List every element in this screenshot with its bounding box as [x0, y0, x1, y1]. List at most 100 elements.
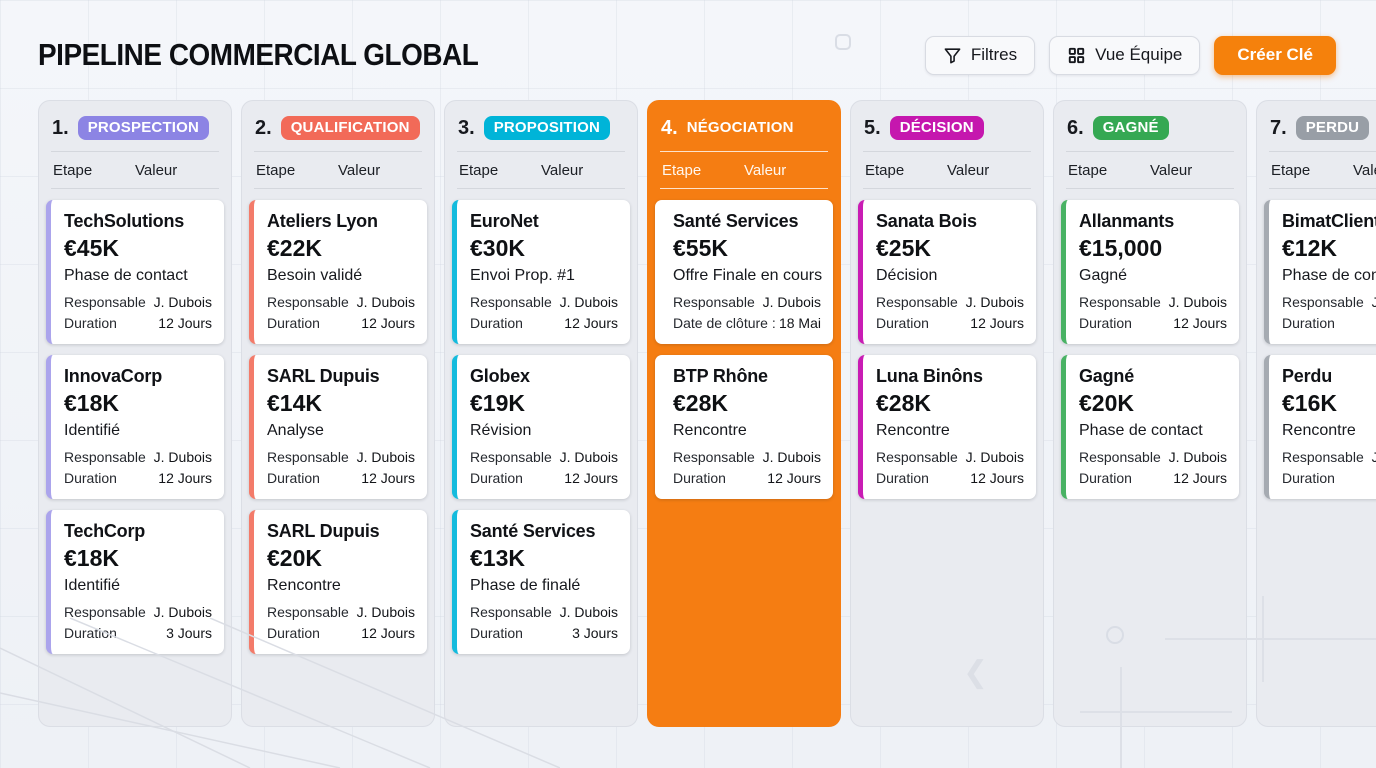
- meta-value: 12 Jours: [361, 625, 415, 641]
- column-divider: [660, 151, 828, 152]
- deal-card[interactable]: Santé Services €55K Offre Finale en cour…: [655, 200, 833, 344]
- deal-card[interactable]: SARL Dupuis €14K Analyse Responsable J. D…: [249, 355, 427, 499]
- deal-meta-row: Responsable J. Dubois: [470, 602, 618, 623]
- create-key-button[interactable]: Créer Clé: [1214, 35, 1336, 75]
- deal-value: €25K: [876, 235, 931, 261]
- team-view-button[interactable]: Vue Équipe: [1049, 35, 1201, 75]
- deal-card[interactable]: TechCorp €18K Identifié Responsable J. Du…: [46, 510, 224, 654]
- filters-button[interactable]: Filtres: [924, 35, 1036, 75]
- column-stage-badge: PERDU: [1295, 116, 1370, 140]
- deal-meta-row: Responsable J. Dubois: [673, 292, 821, 313]
- column-subheader-value: Valeur: [1150, 162, 1193, 179]
- meta-label: Duration: [1079, 470, 1132, 486]
- meta-label: Responsable: [267, 294, 349, 310]
- deal-value: €55K: [673, 235, 728, 261]
- deal-card[interactable]: InnovaCorp €18K Identifié Responsable J. …: [46, 355, 224, 499]
- deal-card[interactable]: EuroNet €30K Envoi Prop. #1 Responsable J…: [452, 200, 630, 344]
- meta-label: Duration: [1282, 315, 1335, 331]
- deal-name: Luna Binôns: [876, 366, 983, 386]
- deal-meta-row: Responsable J. Dubois: [1079, 447, 1227, 468]
- deal-card[interactable]: Gagné €20K Phase de contact Responsable J…: [1061, 355, 1239, 499]
- column-subheader: Etape Valeur: [1054, 152, 1246, 188]
- meta-value: 12 Jours: [970, 470, 1024, 486]
- deal-value: €19K: [470, 390, 525, 416]
- deal-card[interactable]: Sanata Bois €25K Décision Responsable J. …: [858, 200, 1036, 344]
- column-divider: [457, 188, 625, 189]
- deal-meta-row: Date de clôture :18 Mai: [673, 313, 821, 334]
- deal-stage: Analyse: [267, 422, 324, 439]
- deal-meta: Responsable J. Dubois Duration 12 Jours: [876, 292, 1024, 334]
- deal-meta-row: Duration 12 Jours: [876, 313, 1024, 334]
- deal-card[interactable]: BTP Rhône €28K Rencontre Responsable J. D…: [655, 355, 833, 499]
- deal-value: €28K: [876, 390, 931, 416]
- deal-meta-row: Duration 12 Jours: [673, 468, 821, 489]
- column-subheader-value: Valeur: [338, 162, 381, 179]
- meta-label: Responsable: [470, 294, 552, 310]
- meta-value: 12 Jours: [564, 315, 618, 331]
- deal-card[interactable]: Globex €19K Révision Responsable J. Duboi…: [452, 355, 630, 499]
- meta-label: Responsable: [267, 604, 349, 620]
- meta-label: Responsable: [876, 449, 958, 465]
- deal-stage: Offre Finale en cours: [673, 267, 823, 284]
- deal-meta: Responsable J. Dubois Date de clôture :18 …: [673, 292, 821, 334]
- deal-meta: Responsable J. Dubois Duration 12 Jours: [1079, 292, 1227, 334]
- column-stage-badge: DÉCISION: [889, 116, 984, 140]
- deal-meta: Responsable J. Dubois Duration 12 Jours: [876, 447, 1024, 489]
- meta-label: Duration: [1282, 470, 1335, 486]
- column-cards: Allanmants €15,000 Gagné Responsable J. D…: [1054, 189, 1246, 510]
- deal-meta: Responsable J. Dubois Duration 3 Jours: [470, 602, 618, 644]
- meta-label: Responsable: [470, 449, 552, 465]
- deal-name: Gagné: [1079, 366, 1135, 386]
- meta-label: Responsable: [1079, 294, 1161, 310]
- deal-value: €20K: [267, 545, 322, 571]
- deal-card[interactable]: TechSolutions €45K Phase de contact Resp…: [46, 200, 224, 344]
- column-stage-badge: NÉGOCIATION: [686, 119, 794, 136]
- deal-meta-row: Duration 12 Jours: [1079, 468, 1227, 489]
- column-subheader: Etape Valeur: [445, 152, 637, 188]
- meta-label: Responsable: [470, 604, 552, 620]
- deal-meta-row: Responsable J. Dubois: [267, 447, 415, 468]
- meta-label: Responsable: [1282, 294, 1364, 310]
- column-number: 5.: [864, 116, 881, 139]
- column-subheader-value: Valeur: [947, 162, 990, 179]
- deal-meta-row: Duration 12 Jours: [470, 313, 618, 334]
- deal-meta-row: Duration 3 Jours: [64, 623, 212, 644]
- deal-name: Globex: [470, 366, 530, 386]
- deal-name: InnovaCorp: [64, 366, 163, 386]
- deal-name: Allanmants: [1079, 211, 1175, 231]
- deal-value: €13K: [470, 545, 525, 571]
- deal-card[interactable]: Perdu €16K Rencontre Responsable J. Duboi…: [1264, 355, 1376, 499]
- deal-card[interactable]: Ateliers Lyon €22K Besoin validé Respons…: [249, 200, 427, 344]
- deal-meta-row: Responsable J. Dubois: [1079, 292, 1227, 313]
- deal-card[interactable]: Santé Services €13K Phase de finalé Resp…: [452, 510, 630, 654]
- deal-meta-row: Duration 12 Jours: [1079, 313, 1227, 334]
- create-key-button-label: Créer Clé: [1237, 45, 1313, 64]
- column-number: 7.: [1270, 116, 1287, 139]
- column-divider: [254, 151, 422, 152]
- meta-label: Duration: [64, 470, 117, 486]
- deal-card[interactable]: BimatClient €12K Phase de contact Respon…: [1264, 200, 1376, 344]
- column-divider: [1269, 188, 1376, 189]
- deal-value: €45K: [64, 235, 119, 261]
- meta-value: J. Dubois: [153, 294, 212, 310]
- column-header: 3. PROPOSITION: [445, 101, 637, 151]
- column-subheader-value: Valeur: [744, 162, 787, 179]
- meta-value: J. Dubois: [356, 449, 415, 465]
- deal-card[interactable]: Allanmants €15,000 Gagné Responsable J. D…: [1061, 200, 1239, 344]
- meta-label: Responsable: [64, 604, 146, 620]
- column-divider: [254, 188, 422, 189]
- deal-value: €15,000: [1079, 235, 1163, 261]
- deal-name: Perdu: [1282, 366, 1333, 386]
- meta-value: J. Dubois: [559, 604, 618, 620]
- deal-meta-row: Responsable J. Dubois: [470, 292, 618, 313]
- meta-value: 12 Jours: [361, 315, 415, 331]
- meta-label: Responsable: [64, 449, 146, 465]
- deal-stage: Rencontre: [673, 422, 747, 439]
- meta-label: Duration: [673, 470, 726, 486]
- deal-card[interactable]: Luna Binôns €28K Rencontre Responsable J.…: [858, 355, 1036, 499]
- deal-card[interactable]: SARL Dupuis €20K Rencontre Responsable J.…: [249, 510, 427, 654]
- column-header: 6. GAGNÉ: [1054, 101, 1246, 151]
- column-number: 6.: [1067, 116, 1084, 139]
- deal-meta: Responsable J. Dubois Duration 12 Jours: [1079, 447, 1227, 489]
- deal-meta-row: Duration 12 Jours: [267, 468, 415, 489]
